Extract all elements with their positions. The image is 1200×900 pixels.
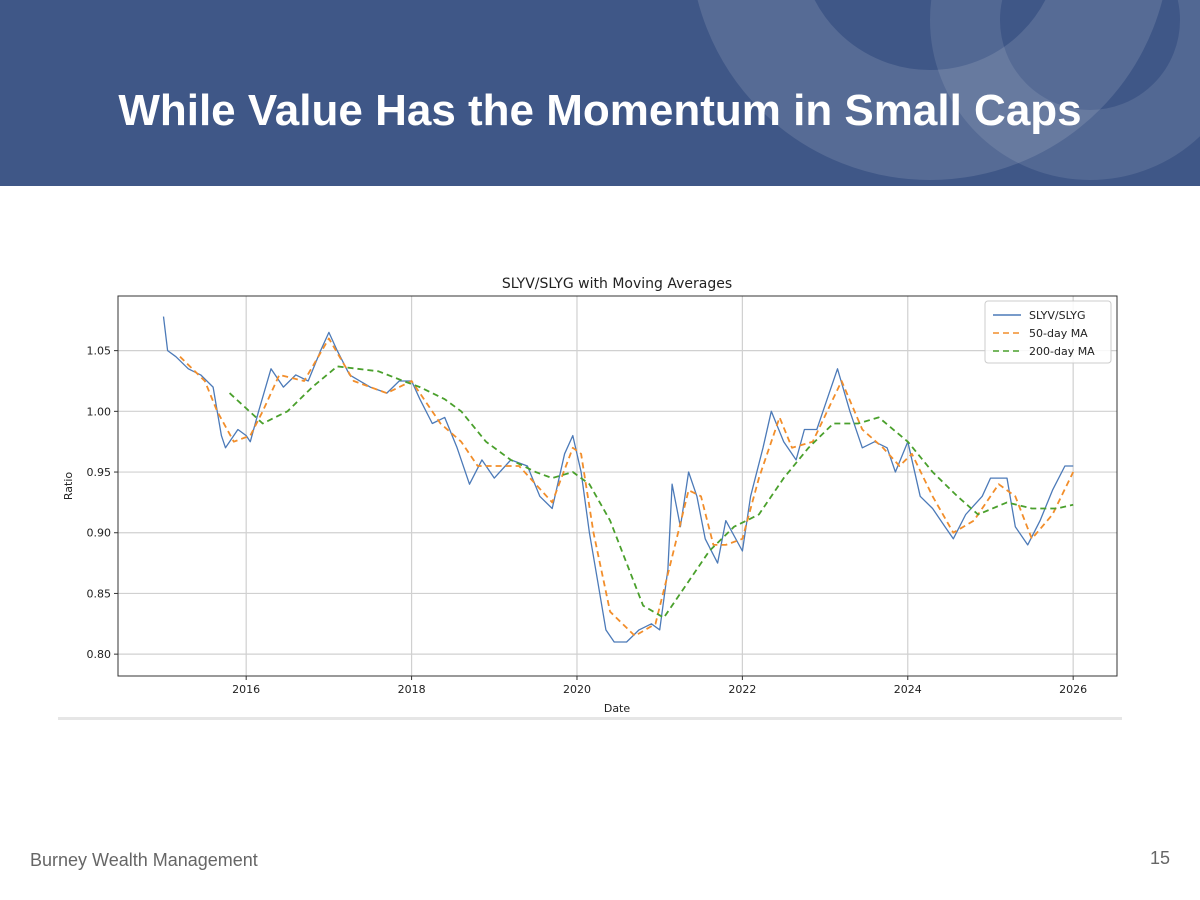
footer-company: Burney Wealth Management: [30, 850, 258, 870]
slide-header: While Value Has the Momentum in Small Ca…: [0, 0, 1200, 186]
y-axis-label: Ratio: [62, 472, 75, 501]
x-tick-label: 2018: [398, 683, 426, 696]
y-tick-label: 1.00: [87, 405, 112, 418]
x-tick-label: 2022: [728, 683, 756, 696]
y-tick-label: 0.95: [87, 466, 112, 479]
legend: SLYV/SLYG 50-day MA 200-day MA: [984, 300, 1112, 364]
legend-label: 200-day MA: [1029, 345, 1095, 358]
series-line-200-day-ma: [228, 365, 1074, 619]
legend-label: SLYV/SLYG: [1029, 309, 1086, 322]
series-line-slyv-slyg: [162, 316, 1074, 643]
plot-frame: [117, 295, 1118, 677]
page-number: 15: [1150, 848, 1171, 868]
x-tick-label: 2026: [1059, 683, 1087, 696]
chart-svg: SLYV/SLYG with Moving Averages Date Rati…: [62, 276, 1118, 715]
legend-box: [984, 300, 1112, 364]
legend-label: 50-day MA: [1029, 327, 1088, 340]
slide-title: While Value Has the Momentum in Small Ca…: [118, 86, 1082, 135]
x-tick-label: 2020: [563, 683, 591, 696]
series-line-50-day-ma: [179, 337, 1075, 637]
x-tick-label: 2024: [894, 683, 922, 696]
x-tick-label: 2016: [232, 683, 260, 696]
y-tick-label: 0.80: [87, 648, 112, 661]
y-tick-label: 0.90: [87, 527, 112, 540]
x-axis-label: Date: [604, 702, 631, 715]
y-tick-label: 0.85: [87, 587, 112, 600]
chart: SLYV/SLYG with Moving Averages Date Rati…: [58, 266, 1122, 721]
divider: [58, 717, 1122, 720]
y-tick-label: 1.05: [87, 345, 112, 358]
chart-title: SLYV/SLYG with Moving Averages: [502, 276, 732, 292]
